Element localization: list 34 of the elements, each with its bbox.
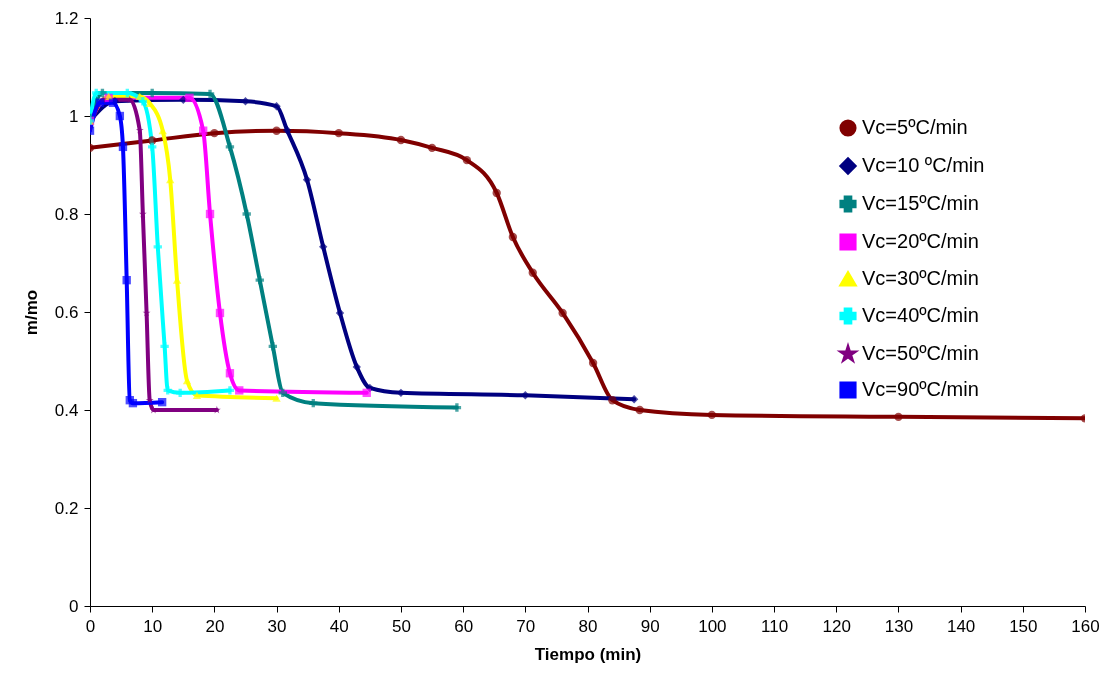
x-axis-title: Tiempo (min) — [534, 644, 642, 664]
y-axis-title: m/mo — [21, 289, 41, 336]
legend-label: Vc=10 ºC/min — [862, 154, 985, 176]
x-tick-label: 10 — [143, 616, 163, 636]
legend-label: Vc=20ºC/min — [862, 230, 979, 252]
y-tick-label: 0.2 — [54, 498, 79, 518]
x-tick-label: 0 — [85, 616, 96, 636]
y-tick-label: 0.6 — [54, 302, 79, 322]
x-tick-label: 50 — [391, 616, 411, 636]
x-tick-label: 70 — [516, 616, 536, 636]
legend-label: Vc=15ºC/min — [862, 192, 979, 214]
x-tick-label: 40 — [329, 616, 349, 636]
x-tick-label: 140 — [946, 616, 976, 636]
y-tick-label: 1 — [69, 106, 79, 126]
x-tick-label: 20 — [205, 616, 225, 636]
legend-label: Vc=90ºC/min — [862, 378, 979, 400]
x-tick-label: 110 — [761, 616, 789, 636]
y-tick-label: 0.8 — [54, 204, 79, 224]
x-tick-label: 100 — [698, 616, 727, 636]
x-tick-label: 30 — [267, 616, 287, 636]
x-tick-label: 80 — [578, 616, 598, 636]
y-tick-label: 1.2 — [54, 8, 79, 28]
x-tick-label: 60 — [454, 616, 474, 636]
x-tick-label: 160 — [1071, 616, 1100, 636]
legend-label: Vc=30ºC/min — [862, 267, 979, 289]
legend-label: Vc=40ºC/min — [862, 304, 979, 326]
y-tick-label: 0.4 — [54, 400, 79, 420]
legend-label: Vc=5ºC/min — [862, 116, 968, 138]
x-tick-label: 120 — [822, 616, 851, 636]
x-tick-label: 90 — [640, 616, 660, 636]
legend-label: Vc=50ºC/min — [862, 342, 979, 364]
x-tick-label: 130 — [884, 616, 914, 636]
x-tick-label: 150 — [1009, 616, 1038, 636]
y-tick-label: 0 — [69, 596, 79, 616]
